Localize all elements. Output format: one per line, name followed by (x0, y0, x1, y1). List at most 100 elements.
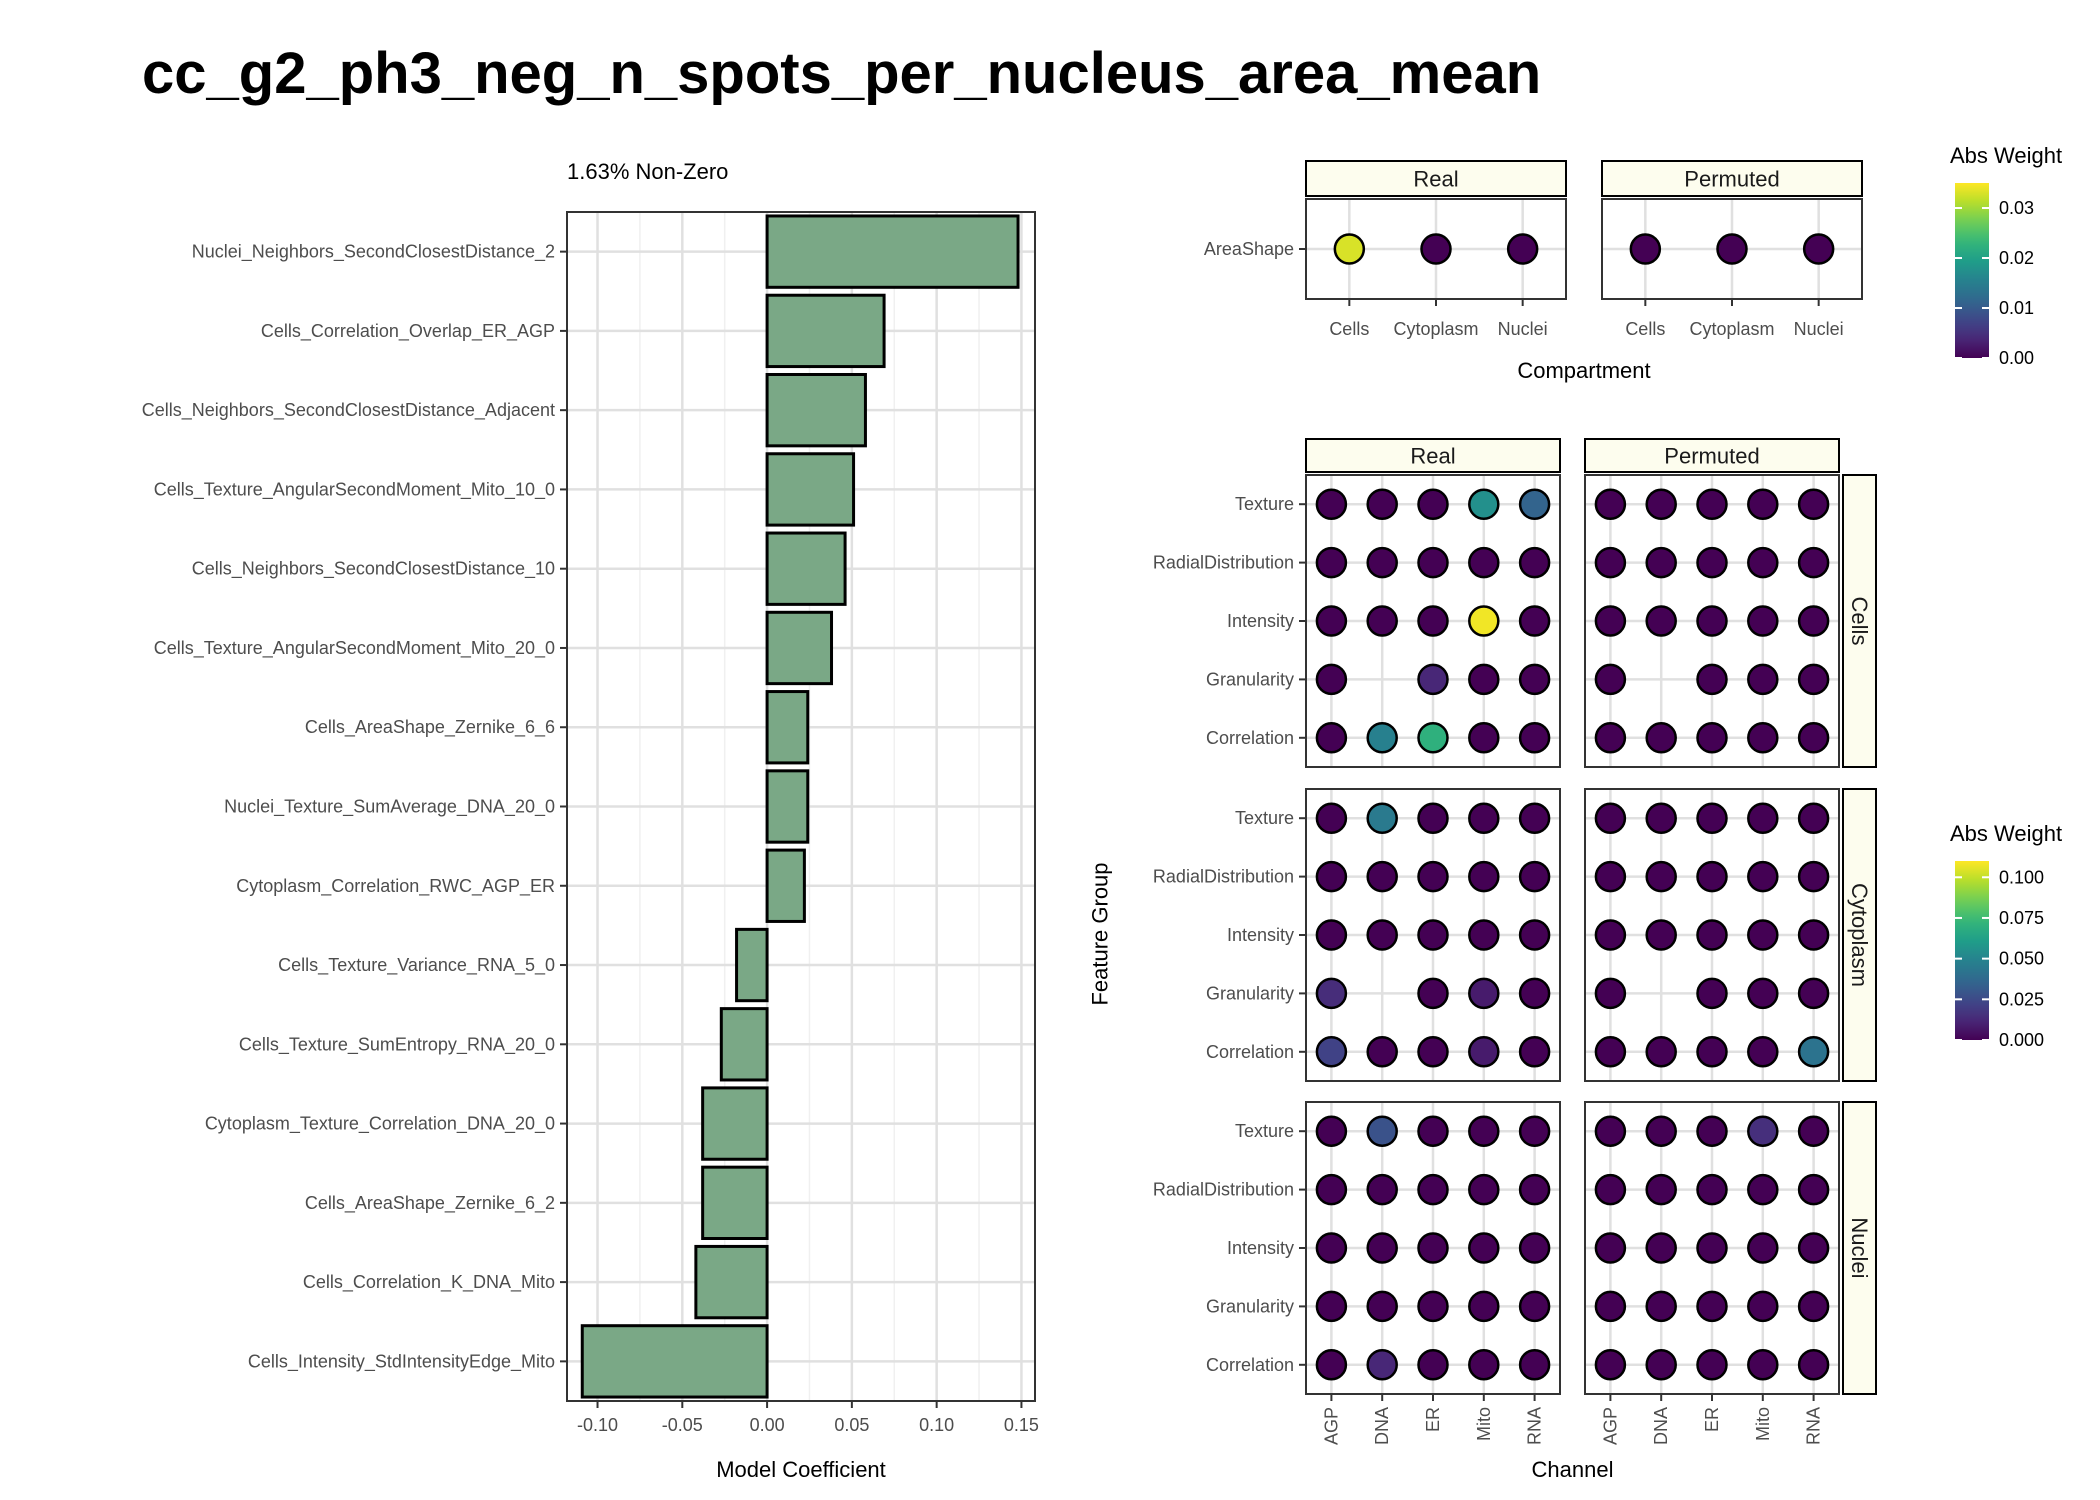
dot (1315, 1173, 1348, 1206)
dot (1468, 663, 1500, 696)
bar (765, 452, 856, 527)
dot (1645, 860, 1677, 893)
dot (1696, 546, 1728, 579)
dot (1518, 977, 1551, 1010)
dot (1366, 1232, 1398, 1264)
x-tick-label: -0.05 (662, 1415, 703, 1435)
dot (1366, 488, 1398, 520)
dot (1747, 546, 1779, 579)
y-tick-label: Cells_Texture_AngularSecondMoment_Mito_1… (154, 479, 555, 500)
facet-strip (1584, 438, 1840, 473)
x-tick-label: 0.05 (834, 1415, 869, 1435)
dot (1468, 1232, 1500, 1264)
dot (1417, 722, 1449, 754)
y-tick-label: RadialDistribution (1153, 1180, 1294, 1200)
dot (1594, 977, 1627, 1010)
dot (1366, 1290, 1398, 1323)
dot (1797, 1232, 1830, 1264)
legend-tick-label: 0.025 (1999, 989, 2044, 1009)
legend-tick-label: 0.02 (1999, 248, 2034, 268)
dot (1797, 1349, 1830, 1381)
bar (765, 531, 847, 606)
bar (765, 293, 886, 369)
x-tick-label: RNA (1804, 1407, 1824, 1445)
dot (1797, 1290, 1830, 1323)
dot (1468, 1349, 1500, 1381)
x-tick-label: Nuclei (1498, 319, 1548, 339)
dot (1594, 663, 1627, 696)
dot (1468, 546, 1500, 579)
dot (1797, 488, 1830, 520)
dot (1645, 488, 1677, 520)
dot (1594, 1349, 1627, 1381)
y-tick-label: Cells_Neighbors_SecondClosestDistance_Ad… (142, 400, 555, 421)
x-tick-label: Nuclei (1794, 319, 1844, 339)
dot (1747, 977, 1779, 1010)
dot (1366, 1173, 1398, 1206)
bar (580, 1324, 769, 1399)
dot (1315, 1349, 1348, 1381)
y-tick-label: Correlation (1206, 728, 1294, 748)
x-tick-label: 0.10 (919, 1415, 954, 1435)
dot (1797, 977, 1830, 1010)
legend-tick-label: 0.075 (1999, 908, 2044, 928)
facet-strip-label: Real (1410, 444, 1455, 469)
dot (1366, 860, 1398, 893)
facet-strip-label: Real (1413, 167, 1458, 192)
facet-strip (1601, 160, 1863, 197)
y-tick-label: Cells_Correlation_K_DNA_Mito (303, 1272, 555, 1293)
bar (701, 1165, 769, 1241)
legend-tick-label: 0.100 (1999, 867, 2044, 887)
dot (1315, 722, 1348, 754)
x-tick-label: RNA (1525, 1407, 1545, 1445)
dot (1518, 488, 1551, 520)
dot (1594, 802, 1627, 834)
dot (1366, 919, 1398, 951)
legend-title: Abs Weight (1950, 821, 2062, 846)
x-tick-label: 0.00 (750, 1415, 785, 1435)
dot (1366, 802, 1398, 834)
y-tick-label: Granularity (1206, 1296, 1294, 1316)
dot (1797, 802, 1830, 834)
y-tick-label: Texture (1235, 808, 1294, 828)
dot (1315, 663, 1348, 696)
dot (1417, 977, 1449, 1010)
dot (1518, 605, 1551, 637)
dot (1468, 1173, 1500, 1206)
dot (1468, 1036, 1500, 1068)
facet-strip-vertical (1842, 788, 1877, 1082)
dot (1696, 1036, 1728, 1068)
x-tick-label: DNA (1651, 1407, 1671, 1445)
dot (1417, 1290, 1449, 1323)
y-tick-label: Cytoplasm_Texture_Correlation_DNA_20_0 (205, 1114, 555, 1135)
dot (1468, 919, 1500, 951)
legend-tick-label: 0.000 (1999, 1030, 2044, 1050)
dot (1315, 488, 1348, 520)
dot (1594, 546, 1627, 579)
dot (1696, 802, 1728, 834)
y-tick-label: Texture (1235, 494, 1294, 514)
dot (1594, 1115, 1627, 1147)
dot (1797, 1036, 1830, 1068)
dot (1315, 605, 1348, 637)
dot (1645, 1290, 1677, 1323)
y-tick-label: Granularity (1206, 983, 1294, 1003)
x-axis-title: Channel (1532, 1457, 1614, 1482)
dot (1747, 1232, 1779, 1264)
dot (1594, 488, 1627, 520)
dot (1417, 802, 1449, 834)
dot (1629, 233, 1662, 265)
dot (1315, 546, 1348, 579)
dot (1417, 663, 1449, 696)
dot (1645, 919, 1677, 951)
dot (1315, 860, 1348, 893)
colorbar (1955, 183, 1989, 358)
y-tick-label: Intensity (1227, 611, 1294, 631)
facet-strip-vertical (1842, 474, 1877, 768)
feature-group-panel: Real Permuted Cells Cytoplasm Nuclei Texture R… (1088, 438, 1877, 1482)
dot (1797, 1173, 1830, 1206)
dot (1594, 1290, 1627, 1323)
dot (1468, 977, 1500, 1010)
facet-strip-label: Permuted (1664, 444, 1759, 469)
dot (1797, 919, 1830, 951)
